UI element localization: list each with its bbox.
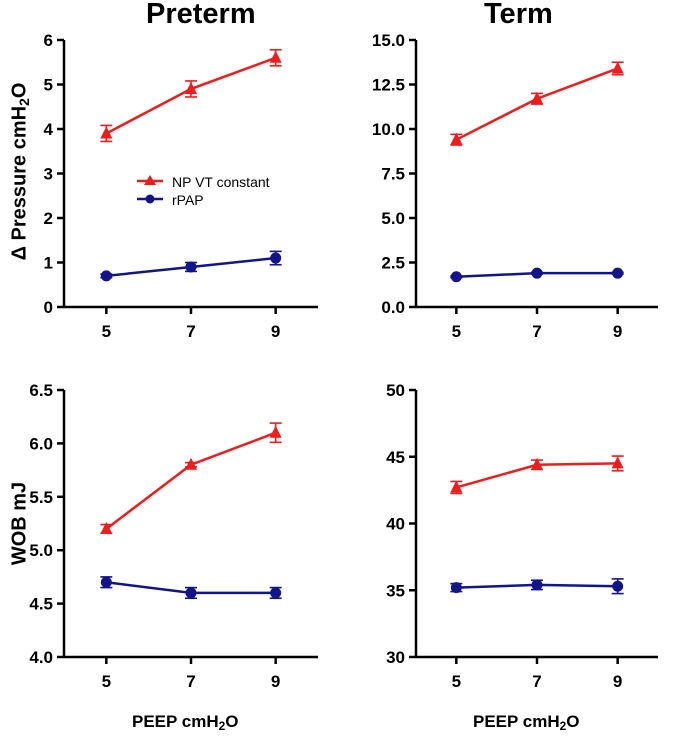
p0-x-tick-label: 7 xyxy=(186,322,195,341)
p0-y-tick-label: 4 xyxy=(44,120,54,139)
p0-y-tick-label: 0 xyxy=(44,298,53,317)
p0-y-tick-label: 3 xyxy=(44,165,53,184)
p0-y-tick-label: 2 xyxy=(44,209,53,228)
p0-s1-circle-marker xyxy=(185,261,197,273)
p2-y-tick-label: 6.0 xyxy=(29,434,53,453)
p1-s0-triangle-marker xyxy=(531,91,543,104)
p1-x-tick-label: 9 xyxy=(613,322,622,341)
p3-x-tick-label: 7 xyxy=(532,672,541,691)
panel-title-term: Term xyxy=(484,0,553,30)
p2-y-tick-label: 5.0 xyxy=(29,541,53,560)
p0-s1-circle-marker xyxy=(270,252,282,264)
p1-x-tick-label: 7 xyxy=(532,322,541,341)
p3-y-tick-label: 50 xyxy=(386,381,405,400)
p1-y-tick-label: 12.5 xyxy=(372,76,405,95)
p3-s1-circle-marker xyxy=(531,579,543,591)
p2-x-tick-label: 9 xyxy=(271,672,280,691)
p2-x-tick-label: 5 xyxy=(102,672,111,691)
x-axis-label-right: PEEP cmH2O xyxy=(473,712,580,733)
p2-x-tick-label: 7 xyxy=(186,672,195,691)
p0-x-tick-label: 9 xyxy=(271,322,280,341)
p2-y-tick-label: 6.5 xyxy=(29,381,53,400)
p3-s1-circle-marker xyxy=(450,582,462,594)
p0-x-tick-label: 5 xyxy=(102,322,111,341)
p1-s1-circle-marker xyxy=(450,271,462,283)
legend-label-1: rPAP xyxy=(172,192,204,208)
p0-s0-triangle-marker xyxy=(185,81,197,94)
p1-y-tick-label: 0.0 xyxy=(381,298,405,317)
p3-x-tick-label: 5 xyxy=(452,672,461,691)
p2-s1-circle-marker xyxy=(185,587,197,599)
p3-s1-circle-marker xyxy=(612,580,624,592)
p2-s0-triangle-marker xyxy=(100,521,113,534)
legend-triangle-marker xyxy=(144,175,156,185)
p3-s0-triangle-marker xyxy=(531,457,543,470)
p3-y-tick-label: 35 xyxy=(386,581,405,600)
p2-s0-triangle-marker xyxy=(269,425,282,438)
p1-x-tick-label: 5 xyxy=(452,322,461,341)
p2-s1-circle-marker xyxy=(100,576,112,588)
p0-s1-circle-marker xyxy=(100,270,112,282)
p1-s0-triangle-marker xyxy=(611,61,624,74)
p1-s1-circle-marker xyxy=(531,267,543,279)
p2-y-tick-label: 4.0 xyxy=(29,648,53,667)
p3-y-tick-label: 45 xyxy=(386,448,405,467)
p1-y-tick-label: 5.0 xyxy=(381,209,405,228)
p0-y-tick-label: 5 xyxy=(44,76,53,95)
p0-s0-triangle-marker xyxy=(100,126,113,139)
legend-circle-marker xyxy=(145,194,155,204)
p3-s0-triangle-marker xyxy=(611,456,624,469)
legend-label-0: NP VT constant xyxy=(172,174,270,190)
p3-y-tick-label: 30 xyxy=(386,648,405,667)
p2-y-tick-label: 4.5 xyxy=(29,595,53,614)
p2-s0-triangle-marker xyxy=(185,457,197,470)
p3-s0-triangle-marker xyxy=(450,480,463,493)
p0-y-tick-label: 6 xyxy=(44,31,53,50)
p1-s0-triangle-marker xyxy=(450,132,463,145)
p0-y-tick-label: 1 xyxy=(44,254,53,273)
p2-s0-series-line xyxy=(105,431,277,530)
p3-x-tick-label: 9 xyxy=(613,672,622,691)
p2-y-tick-label: 5.5 xyxy=(29,488,53,507)
p2-s1-circle-marker xyxy=(270,587,282,599)
p1-y-tick-label: 10.0 xyxy=(372,120,405,139)
p3-y-tick-label: 40 xyxy=(386,515,405,534)
p1-y-tick-label: 15.0 xyxy=(372,31,405,50)
x-axis-label-left: PEEP cmH2O xyxy=(132,712,239,733)
p1-y-tick-label: 7.5 xyxy=(381,165,405,184)
p0-s0-triangle-marker xyxy=(269,50,282,63)
panel-title-preterm: Preterm xyxy=(146,0,256,30)
p1-y-tick-label: 2.5 xyxy=(381,254,405,273)
p1-s1-circle-marker xyxy=(612,267,624,279)
